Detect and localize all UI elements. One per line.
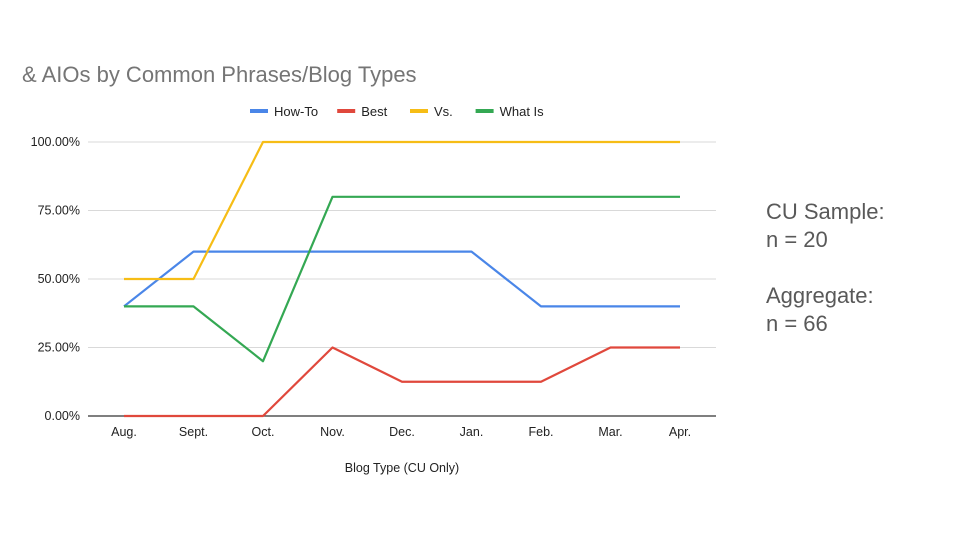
legend-label-best: Best [361, 104, 387, 119]
x-tick-label: Mar. [598, 425, 622, 439]
series-line-best [124, 346, 680, 418]
series-line-what-is [124, 195, 680, 363]
x-tick-label: Aug. [111, 425, 137, 439]
y-tick-label: 0.00% [45, 409, 80, 423]
sample-notes: CU Sample: n = 20 Aggregate: n = 66 [766, 198, 885, 338]
x-tick-label: Feb. [528, 425, 553, 439]
y-axis-ticks: 0.00% 25.00% 50.00% 75.00% 100.00% [31, 135, 80, 423]
x-axis-ticks: Aug. Sept. Oct. Nov. Dec. Jan. Feb. Mar. Apr. [111, 425, 691, 439]
aggregate-label: Aggregate: [766, 283, 874, 308]
series-line-how-to [123, 250, 680, 308]
y-tick-label: 100.00% [31, 135, 80, 149]
aggregate-n: n = 66 [766, 311, 828, 336]
legend-label-what-is: What Is [500, 104, 545, 119]
legend-label-vs: Vs. [434, 104, 453, 119]
legend-label-how-to: How-To [274, 104, 318, 119]
cu-sample-label: CU Sample: [766, 199, 885, 224]
x-axis-label: Blog Type (CU Only) [345, 461, 459, 475]
cu-sample-n: n = 20 [766, 227, 828, 252]
x-tick-label: Sept. [179, 425, 208, 439]
legend: How-To Best Vs. What Is [250, 104, 544, 119]
series-line-vs [124, 140, 680, 281]
y-tick-label: 50.00% [38, 272, 80, 286]
y-tick-label: 75.00% [38, 204, 80, 218]
x-tick-label: Jan. [460, 425, 484, 439]
x-tick-label: Apr. [669, 425, 691, 439]
series-lines [123, 140, 680, 418]
y-tick-label: 25.00% [38, 341, 80, 355]
chart-title: & AIOs by Common Phrases/Blog Types [22, 62, 417, 87]
x-tick-label: Nov. [320, 425, 345, 439]
x-tick-label: Oct. [252, 425, 275, 439]
x-tick-label: Dec. [389, 425, 415, 439]
